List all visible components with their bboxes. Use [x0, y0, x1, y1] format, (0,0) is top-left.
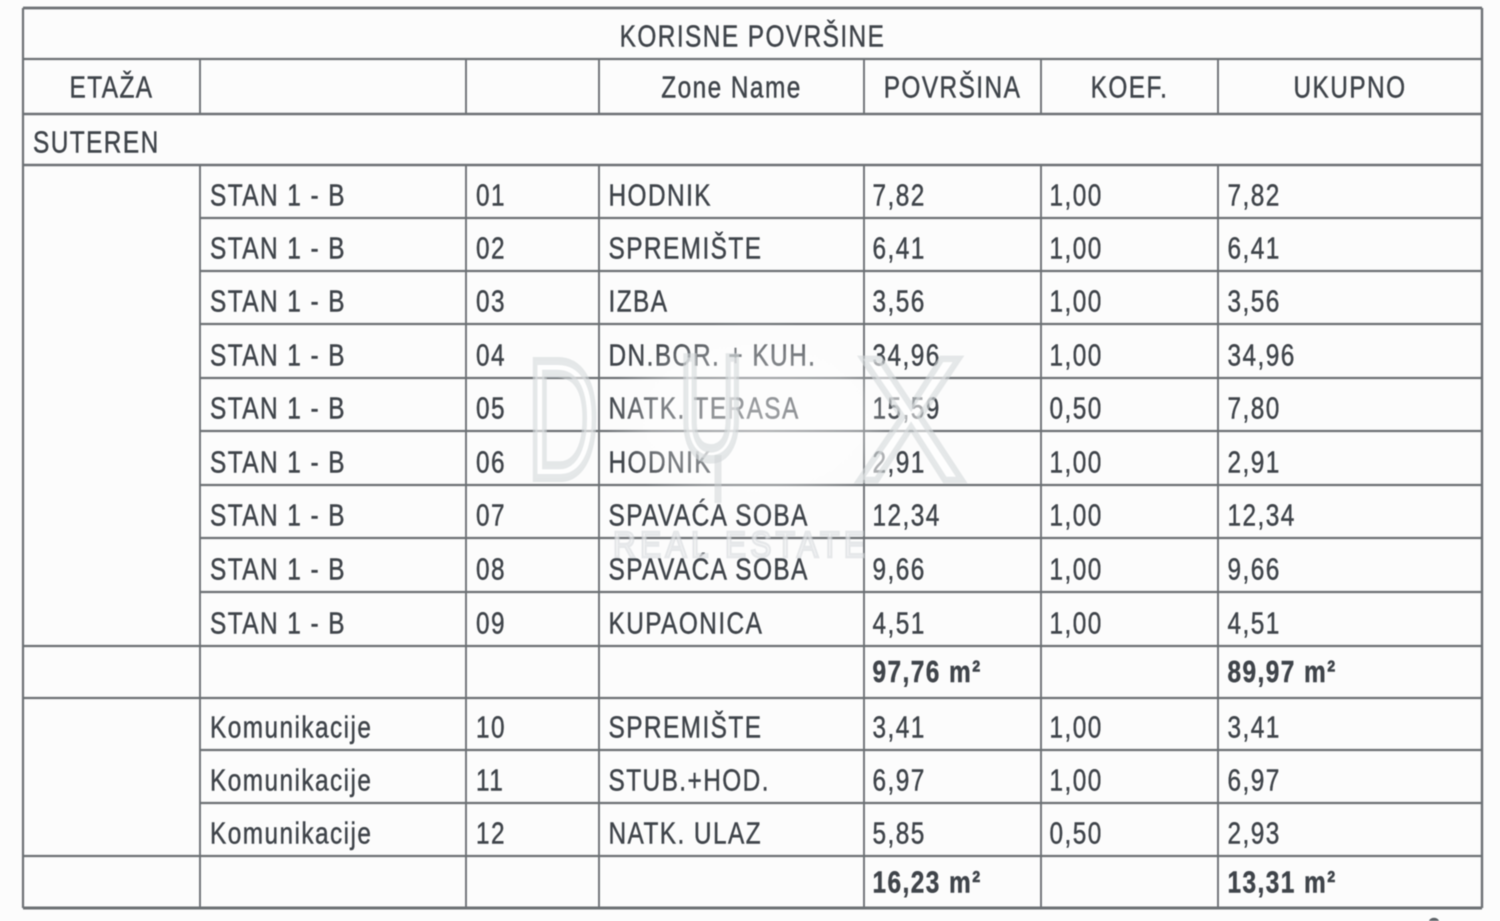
svg-text:13,31 m²: 13,31 m² — [1228, 865, 1337, 899]
svg-text:06: 06 — [476, 445, 506, 479]
svg-text:08: 08 — [476, 552, 506, 586]
svg-text:7,80: 7,80 — [1228, 391, 1281, 425]
svg-text:1,00: 1,00 — [1050, 710, 1103, 744]
svg-text:6,97: 6,97 — [1228, 763, 1281, 797]
svg-text:16,23 m²: 16,23 m² — [873, 865, 982, 899]
svg-text:4,51: 4,51 — [873, 606, 926, 640]
svg-text:Komunikacije: Komunikacije — [210, 763, 372, 797]
svg-text:IZBA: IZBA — [609, 284, 669, 318]
svg-text:STAN 1 - B: STAN 1 - B — [210, 391, 346, 425]
svg-text:X: X — [856, 322, 965, 519]
svg-text:04: 04 — [476, 338, 506, 372]
svg-text:7,82: 7,82 — [1228, 178, 1281, 212]
svg-text:6,97: 6,97 — [873, 763, 926, 797]
svg-text:3,41: 3,41 — [873, 710, 926, 744]
svg-text:STAN 1 - B: STAN 1 - B — [210, 552, 346, 586]
svg-text:1,00: 1,00 — [1050, 763, 1103, 797]
svg-text:1,00: 1,00 — [1050, 231, 1103, 265]
svg-text:7,82: 7,82 — [873, 178, 926, 212]
svg-text:12,34: 12,34 — [1228, 498, 1296, 532]
svg-text:6,41: 6,41 — [873, 231, 926, 265]
svg-text:34,96: 34,96 — [873, 338, 941, 372]
svg-text:2,93: 2,93 — [1228, 816, 1281, 850]
svg-text:1,00: 1,00 — [1050, 606, 1103, 640]
svg-text:1,00: 1,00 — [1050, 552, 1103, 586]
svg-text:U: U — [679, 326, 743, 489]
svg-text:11: 11 — [476, 763, 504, 797]
svg-text:12,34: 12,34 — [873, 498, 941, 532]
svg-text:5,85: 5,85 — [873, 816, 926, 850]
svg-text:02: 02 — [476, 231, 506, 265]
svg-text:NATK. ULAZ: NATK. ULAZ — [609, 816, 763, 850]
svg-text:STAN 1 - B: STAN 1 - B — [210, 231, 346, 265]
svg-text:6,41: 6,41 — [1228, 231, 1281, 265]
svg-text:3,56: 3,56 — [873, 284, 926, 318]
svg-text:SPREMIŠTE: SPREMIŠTE — [609, 231, 763, 265]
svg-text:05: 05 — [476, 391, 506, 425]
svg-text:STAN 1 - B: STAN 1 - B — [210, 178, 346, 212]
svg-text:9,66: 9,66 — [1228, 552, 1281, 586]
svg-text:01: 01 — [476, 178, 506, 212]
svg-text:POVRŠINA: POVRŠINA — [884, 70, 1022, 104]
svg-text:3,41: 3,41 — [1228, 710, 1281, 744]
svg-text:STUB.+HOD.: STUB.+HOD. — [609, 763, 770, 797]
svg-text:SUTEREN: SUTEREN — [33, 125, 160, 159]
svg-text:07: 07 — [476, 498, 506, 532]
svg-text:12: 12 — [476, 816, 506, 850]
svg-text:34,96: 34,96 — [1228, 338, 1296, 372]
svg-text:0,50: 0,50 — [1050, 816, 1103, 850]
svg-text:1,00: 1,00 — [1050, 445, 1103, 479]
svg-text:STAN 1 - B: STAN 1 - B — [210, 606, 346, 640]
svg-text:1,00: 1,00 — [1050, 178, 1103, 212]
svg-text:KORISNE POVRŠINE: KORISNE POVRŠINE — [620, 19, 886, 53]
svg-text:Zone Name: Zone Name — [661, 70, 801, 104]
svg-text:STAN 1 - B: STAN 1 - B — [210, 498, 346, 532]
svg-text:03: 03 — [476, 284, 506, 318]
svg-text:0,50: 0,50 — [1050, 391, 1103, 425]
svg-text:2,91: 2,91 — [1228, 445, 1281, 479]
svg-text:SPAVAĆA SOBA: SPAVAĆA SOBA — [609, 552, 809, 586]
svg-text:09: 09 — [476, 606, 506, 640]
svg-text:HODNIK: HODNIK — [609, 178, 713, 212]
svg-text:Komunikacije: Komunikacije — [210, 816, 372, 850]
svg-text:97,76 m²: 97,76 m² — [873, 654, 982, 688]
svg-text:STAN 1 - B: STAN 1 - B — [210, 284, 346, 318]
svg-text:KOEF.: KOEF. — [1091, 70, 1169, 104]
svg-text:1,00: 1,00 — [1050, 498, 1103, 532]
svg-text:ETAŽA: ETAŽA — [70, 70, 154, 104]
svg-text:89,97 m²: 89,97 m² — [1228, 654, 1337, 688]
svg-text:STAN 1 - B: STAN 1 - B — [210, 445, 346, 479]
svg-text:KUPAONICA: KUPAONICA — [609, 606, 764, 640]
svg-text:4,51: 4,51 — [1228, 606, 1281, 640]
svg-text:UKUPNO: UKUPNO — [1294, 70, 1407, 104]
svg-text:1,00: 1,00 — [1050, 338, 1103, 372]
svg-text:9,66: 9,66 — [873, 552, 926, 586]
svg-text:3,56: 3,56 — [1228, 284, 1281, 318]
svg-text:Komunikacije: Komunikacije — [210, 710, 372, 744]
svg-text:D: D — [527, 324, 599, 514]
svg-text:REAL ESTATE: REAL ESTATE — [613, 525, 869, 566]
svg-text:STAN 1 - B: STAN 1 - B — [210, 338, 346, 372]
svg-text:1,00: 1,00 — [1050, 284, 1103, 318]
svg-text:SPREMIŠTE: SPREMIŠTE — [609, 710, 763, 744]
svg-text:10: 10 — [476, 710, 506, 744]
